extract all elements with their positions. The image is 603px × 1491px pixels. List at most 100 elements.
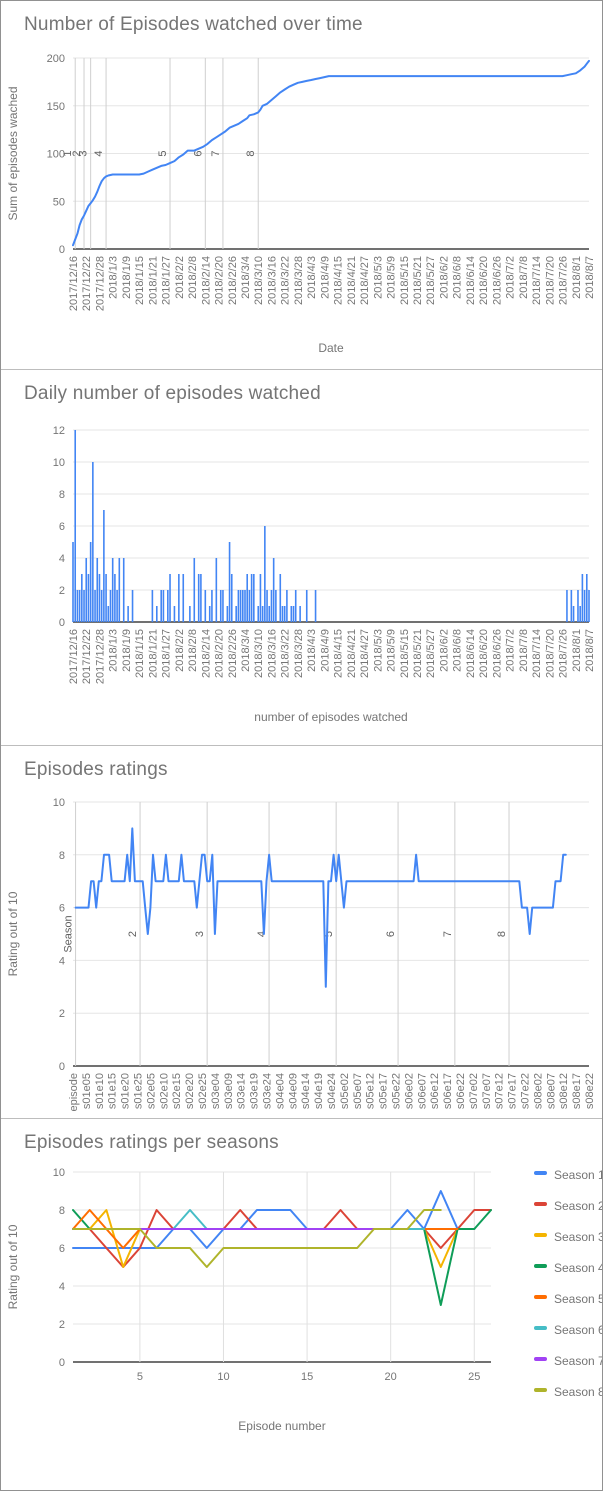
x-tick-label: s03e14 [236,1073,248,1109]
bar [583,590,586,622]
x-tick-label: s07e02 [468,1073,480,1109]
y-tick-label: 4 [59,553,65,565]
x-tick-label: s03e04 [210,1073,222,1109]
x-axis-title: Episode number [238,1419,325,1433]
x-tick-label: 2018/3/4 [240,256,252,299]
x-tick-label: s02e20 [184,1073,196,1109]
bar [270,590,273,622]
bar [250,574,253,622]
x-tick-label: 2018/5/3 [372,256,384,299]
x-tick-label: 2018/7/2 [505,629,517,672]
panel-episode-ratings: Episodes ratings 0 2 4 6 8 10 episode s01e05 s01… [1,745,602,1118]
bar [200,574,202,622]
bar [275,590,277,622]
season-annotation-label: 5 [157,150,169,156]
bar [162,590,165,622]
y-tick-label: 200 [47,53,65,65]
x-tick-label: 5 [137,1371,143,1383]
x-tick-label: episode [68,1073,80,1112]
x-tick-label: s06e07 [416,1073,428,1109]
legend-swatch [534,1233,547,1237]
bar [294,590,297,622]
y-tick-label: 8 [59,1205,65,1217]
x-tick-label: s08e02 [532,1073,544,1109]
x-tick-label: 2018/7/14 [531,629,543,678]
season-annotations: 123 4 5 6 7 8 [62,58,259,249]
x-axis-labels: 2017/12/16 2017/12/22 2017/12/28 2018/1/3 20… [68,629,596,684]
bar [103,510,105,622]
x-tick-label: 2018/5/27 [425,256,437,305]
x-tick-label: 2018/7/8 [518,629,530,672]
x-tick-label: 2018/5/9 [386,256,398,299]
x-tick-label: 2018/5/3 [372,629,384,672]
y-tick-label: 10 [53,797,65,809]
season-annotations: Season 2 3 4 5 6 7 8 [63,802,510,1066]
series-line-season-8 [72,1209,442,1268]
y-tick-label: 150 [47,101,65,113]
ratings-per-season-chart: 0 2 4 6 8 10 5 10 15 20 25 Rating out of 10 Episode … [6,1167,602,1433]
series [74,827,567,988]
x-tick-label: 2017/12/16 [68,256,80,311]
bar [74,430,77,622]
x-tick-label: s05e12 [365,1073,377,1109]
chart-title: Episodes ratings per seasons [24,1132,279,1153]
y-tick-label: 0 [59,1357,65,1369]
season-annotation-label: 6 [192,150,204,156]
x-tick-label: 2018/1/3 [108,629,120,672]
series-line [72,59,590,247]
bar [173,606,176,622]
bar [98,574,101,622]
x-tick-label: 2018/5/15 [399,629,411,678]
y-tick-label: 4 [59,955,65,967]
bar [246,574,249,622]
bar [292,606,295,622]
x-tick-label: 2018/2/20 [214,629,226,678]
bar [131,590,134,622]
x-tick-label: 2018/7/20 [544,629,556,678]
x-tick-label: 2018/3/28 [293,256,305,305]
x-tick-label: s01e20 [120,1073,132,1109]
season-annotation-label: 7 [210,150,222,156]
x-tick-label: s07e17 [507,1073,519,1109]
legend-swatch [534,1202,547,1206]
bar [178,574,180,622]
x-tick-label: 2018/6/14 [465,629,477,678]
x-tick-label: 2018/4/9 [319,256,331,299]
bar [577,590,579,622]
bar [257,606,260,622]
x-tick-label: s04e09 [287,1073,299,1109]
season-annotation-label: 8 [245,150,257,156]
x-tick-label: s03e24 [262,1073,274,1109]
x-tick-label: 2018/4/3 [306,629,318,672]
x-tick-label: 2018/1/15 [134,256,146,305]
bar [189,606,191,622]
x-tick-label: 2018/5/15 [399,256,411,305]
x-tick-label: 2018/1/27 [161,629,173,678]
x-tick-label: 2017/12/28 [94,256,106,311]
bar [76,590,79,622]
x-tick-label: 2018/4/9 [319,629,331,672]
legend-label: Season 5 [554,1292,602,1306]
x-tick-label: 2018/3/10 [253,629,265,678]
legend-label: Season 6 [554,1323,602,1337]
bar [572,606,575,622]
bar [261,606,264,622]
x-tick-label: 2018/6/8 [452,256,464,299]
y-tick-label: 2 [59,1319,65,1331]
season-annotation-label: 2 [71,150,83,156]
x-tick-label: 2018/2/8 [187,256,199,299]
x-tick-label: s04e04 [274,1073,286,1109]
x-tick-label: s03e19 [249,1073,261,1109]
season-annotation-label: Season [63,915,75,952]
bar [222,590,224,622]
x-tick-label: 2018/4/3 [306,256,318,299]
bar [72,542,74,622]
legend-swatch [534,1295,547,1299]
bar [244,590,246,622]
x-tick-label: s07e07 [481,1073,493,1109]
x-tick-label: s02e05 [145,1073,157,1109]
bar [105,574,107,622]
x-tick-label: 2018/3/16 [266,256,278,305]
season-annotation-label: 2 [127,931,139,937]
x-tick-label: s05e07 [352,1073,364,1109]
